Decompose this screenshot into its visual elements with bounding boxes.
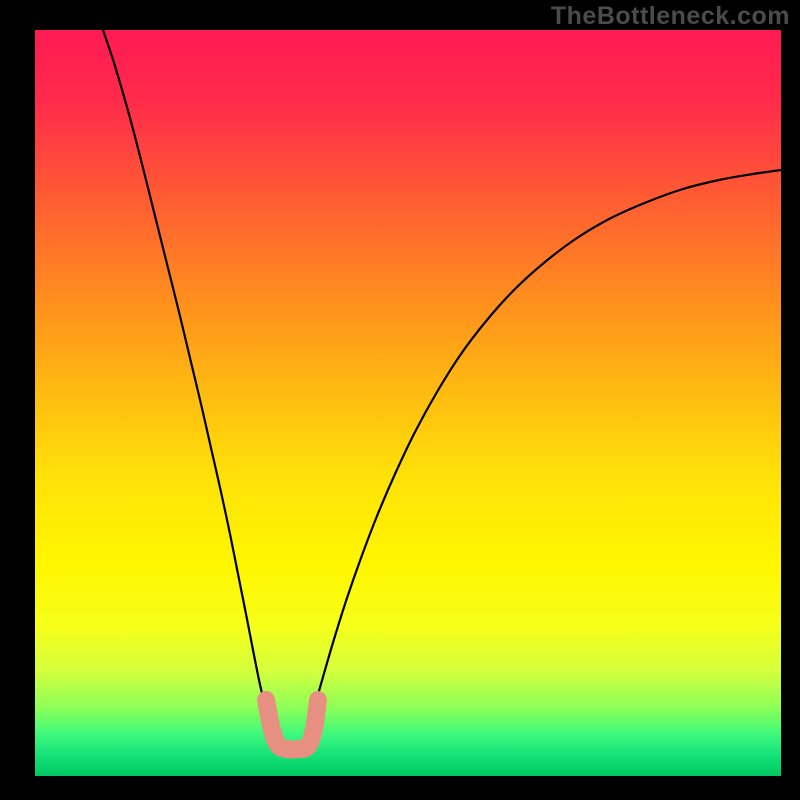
- plot-svg: [35, 30, 781, 776]
- chart-root: TheBottleneck.com: [0, 0, 800, 800]
- watermark-text: TheBottleneck.com: [551, 2, 790, 31]
- gradient-background: [35, 30, 781, 776]
- plot-area: [35, 30, 781, 776]
